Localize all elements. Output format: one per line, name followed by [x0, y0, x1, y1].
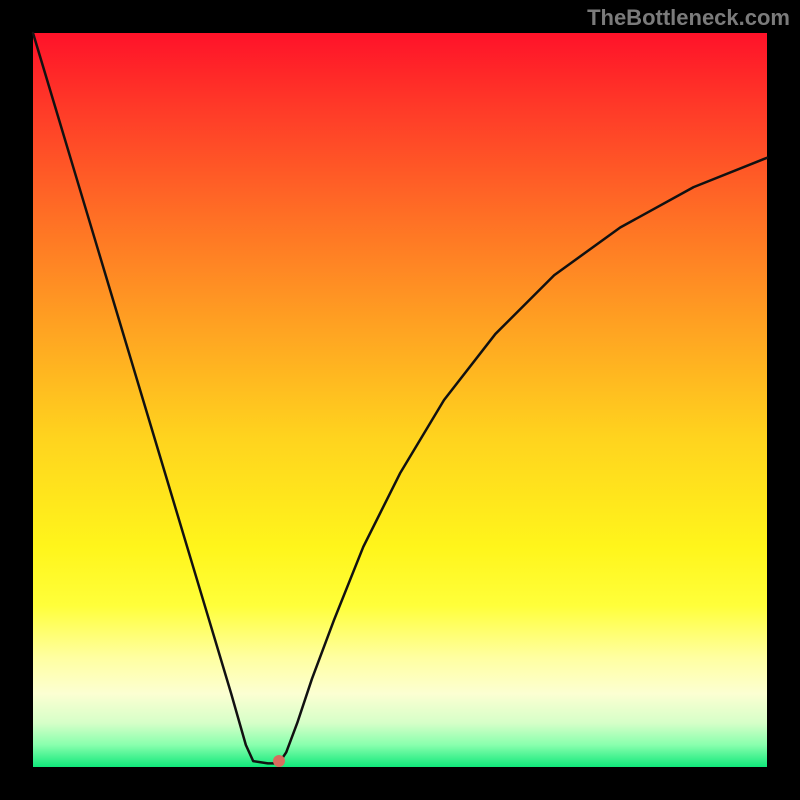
watermark-text: TheBottleneck.com [587, 5, 790, 31]
chart-container: TheBottleneck.com [0, 0, 800, 800]
plot-area [33, 33, 767, 767]
minimum-marker [273, 755, 285, 767]
